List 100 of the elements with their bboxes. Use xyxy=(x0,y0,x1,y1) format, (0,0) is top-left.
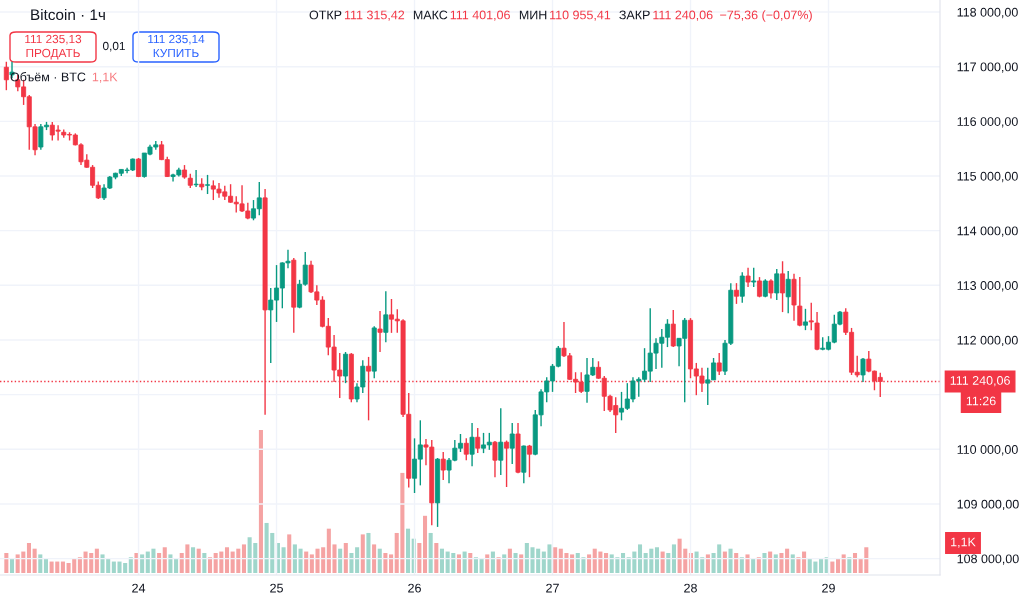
bar xyxy=(377,548,382,573)
annotation: МИН xyxy=(519,10,547,20)
candlestick xyxy=(733,282,739,305)
bar xyxy=(366,532,371,573)
bar xyxy=(502,554,507,573)
candlestick xyxy=(498,407,504,476)
bar xyxy=(140,554,145,573)
bar xyxy=(383,552,388,573)
annotation: МАКС xyxy=(413,10,448,20)
bar xyxy=(428,532,433,573)
candlestick xyxy=(205,174,211,195)
bar xyxy=(507,548,512,573)
bar xyxy=(4,552,9,573)
bar xyxy=(570,554,575,573)
bar xyxy=(785,548,790,573)
candlestick xyxy=(768,278,774,300)
bar xyxy=(841,554,846,573)
candlestick xyxy=(3,61,9,91)
candlestick xyxy=(463,437,469,461)
candlestick xyxy=(440,451,446,481)
candlestick xyxy=(383,290,389,343)
annotation: ЗАКР xyxy=(619,10,650,20)
candlestick xyxy=(504,439,510,488)
bar xyxy=(292,544,297,573)
bar xyxy=(468,552,473,573)
candlestick xyxy=(739,271,745,304)
annotation: ПРОДАТЬ xyxy=(26,48,80,60)
bar xyxy=(722,551,727,573)
x-tick-label: 29 xyxy=(822,583,835,593)
bar xyxy=(790,554,795,573)
bar xyxy=(406,528,411,573)
annotation: 1,1K xyxy=(92,72,118,83)
candlestick xyxy=(670,309,676,348)
bar xyxy=(191,547,196,573)
bar xyxy=(496,557,501,573)
bar xyxy=(343,542,348,573)
bar xyxy=(338,548,343,573)
annotation: 110 955,41 xyxy=(550,10,611,21)
bar xyxy=(77,557,82,573)
bar xyxy=(32,548,37,573)
x-tick-label: 25 xyxy=(270,583,283,593)
bar xyxy=(128,557,133,573)
bar xyxy=(751,558,756,573)
annotation: 111 401,06 xyxy=(450,10,510,21)
text: 1,1K xyxy=(951,537,976,548)
bar xyxy=(134,552,139,573)
bar xyxy=(157,552,162,573)
bar xyxy=(196,548,201,573)
candlestick xyxy=(716,352,722,376)
annotation: КУПИТЬ xyxy=(153,48,199,58)
bar xyxy=(439,548,445,573)
candlestick xyxy=(802,308,808,331)
y-tick-label: 116 000,00 xyxy=(957,117,1018,128)
x-tick-label: 28 xyxy=(684,583,697,593)
candlestick xyxy=(366,356,372,422)
candlestick xyxy=(509,422,515,465)
bar xyxy=(241,544,247,573)
x-tick-label: 24 xyxy=(132,583,146,593)
candlestick xyxy=(492,440,498,478)
bar xyxy=(756,557,761,573)
bar xyxy=(705,554,710,573)
y-tick-label: 112 000,00 xyxy=(957,335,1018,347)
bar xyxy=(224,547,230,573)
bar xyxy=(734,552,739,573)
bar xyxy=(796,557,801,573)
bar xyxy=(473,557,478,573)
candlestick xyxy=(785,270,791,314)
y-tick-label: 115 000,00 xyxy=(957,171,1018,183)
y-tick-label: 117 000,00 xyxy=(957,62,1018,73)
bar xyxy=(773,554,778,573)
bar xyxy=(287,534,292,573)
bar xyxy=(490,551,495,573)
bar xyxy=(604,552,609,573)
candlestick xyxy=(780,260,786,313)
bar xyxy=(479,558,484,573)
y-tick-label: 108 000,00 xyxy=(957,554,1019,565)
bar xyxy=(304,551,309,573)
chart-title: Bitcoin · 1ч xyxy=(31,8,105,21)
bar xyxy=(671,544,676,573)
bar xyxy=(637,544,643,573)
bar xyxy=(802,551,807,573)
candlestick xyxy=(469,422,475,467)
bar xyxy=(660,551,665,573)
bar xyxy=(654,547,660,573)
bar xyxy=(26,542,32,573)
bar xyxy=(819,558,824,573)
bar xyxy=(372,544,377,573)
candlestick xyxy=(526,444,532,478)
bar xyxy=(745,554,750,573)
bar xyxy=(587,554,592,573)
candlestick xyxy=(774,268,780,301)
x-tick-label: 27 xyxy=(546,583,559,593)
y-tick-label: 113 000,00 xyxy=(957,281,1018,292)
bar xyxy=(456,554,461,573)
candlestick xyxy=(745,267,751,288)
bar xyxy=(281,547,286,573)
bar xyxy=(207,557,213,573)
bar xyxy=(835,558,841,573)
annotation: 111 315,42 xyxy=(344,10,405,21)
bar xyxy=(389,554,394,573)
